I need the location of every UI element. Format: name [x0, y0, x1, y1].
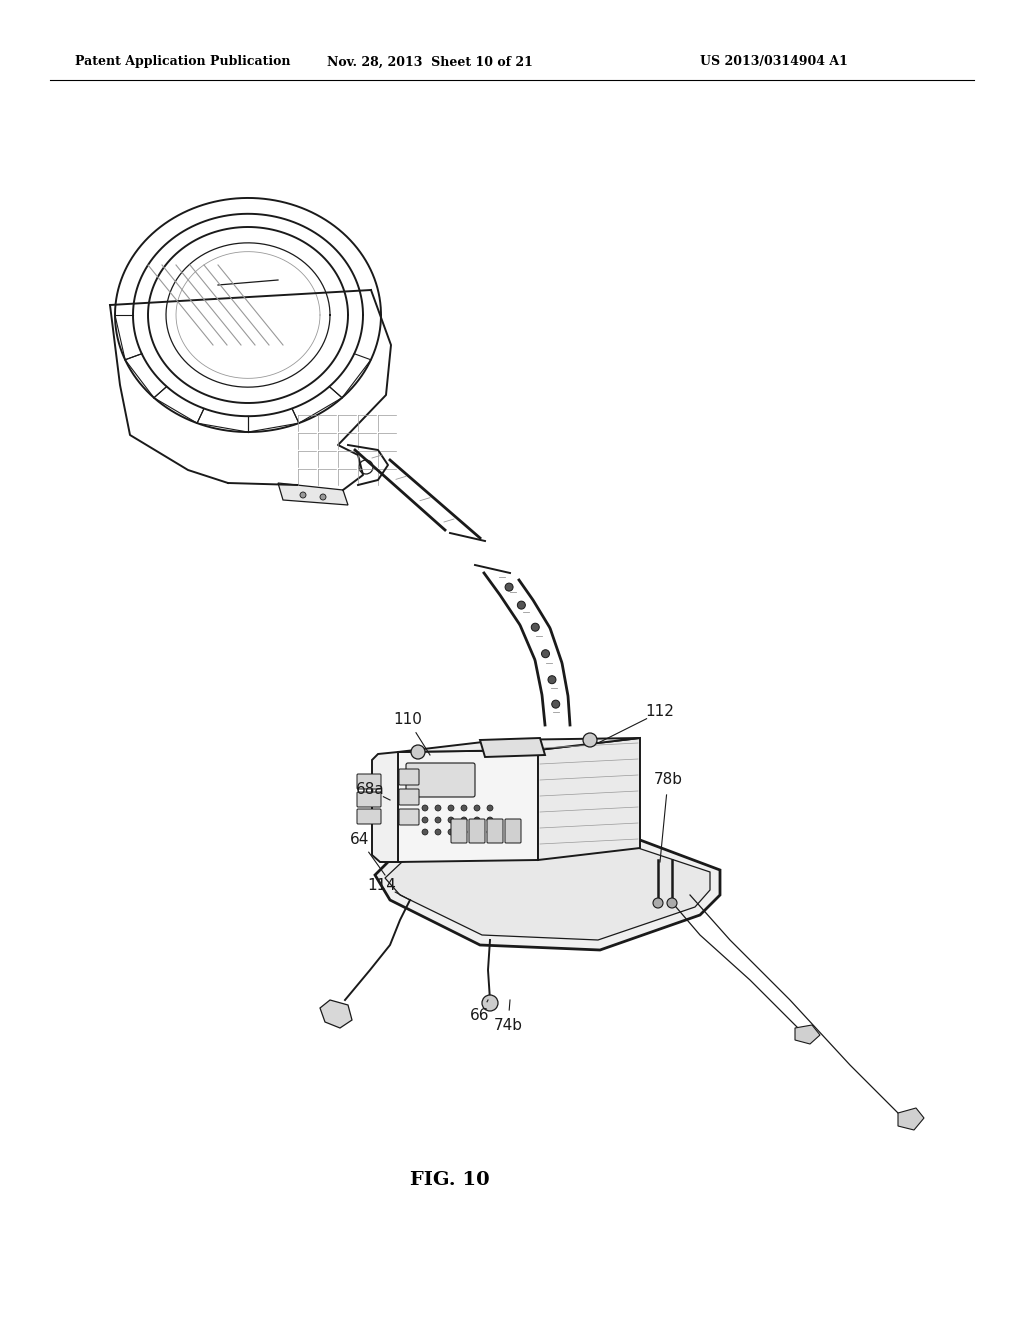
Circle shape	[461, 817, 467, 822]
Circle shape	[461, 829, 467, 836]
Text: 74b: 74b	[494, 1018, 522, 1032]
Circle shape	[548, 676, 556, 684]
Text: 68a: 68a	[355, 783, 384, 797]
Circle shape	[487, 829, 493, 836]
Circle shape	[482, 995, 498, 1011]
Circle shape	[422, 817, 428, 822]
FancyBboxPatch shape	[357, 774, 381, 789]
Circle shape	[487, 805, 493, 810]
FancyBboxPatch shape	[399, 789, 419, 805]
Polygon shape	[372, 752, 398, 862]
Circle shape	[505, 583, 513, 591]
Circle shape	[449, 805, 454, 810]
Circle shape	[449, 817, 454, 822]
Circle shape	[583, 733, 597, 747]
Circle shape	[474, 817, 480, 822]
Text: 114: 114	[368, 878, 396, 892]
Text: FIG. 10: FIG. 10	[411, 1171, 489, 1189]
Polygon shape	[898, 1107, 924, 1130]
Text: 78b: 78b	[653, 772, 683, 788]
Circle shape	[542, 649, 550, 657]
Polygon shape	[278, 483, 348, 506]
Circle shape	[667, 898, 677, 908]
Polygon shape	[795, 1026, 820, 1044]
Text: 112: 112	[645, 705, 675, 719]
Polygon shape	[375, 836, 720, 950]
Text: 66: 66	[470, 1007, 489, 1023]
Text: Nov. 28, 2013  Sheet 10 of 21: Nov. 28, 2013 Sheet 10 of 21	[327, 55, 532, 69]
Circle shape	[422, 829, 428, 836]
Polygon shape	[538, 738, 640, 861]
Polygon shape	[385, 843, 710, 940]
Circle shape	[474, 829, 480, 836]
Circle shape	[487, 817, 493, 822]
Circle shape	[531, 623, 540, 631]
Polygon shape	[398, 750, 538, 862]
Polygon shape	[480, 738, 545, 756]
Circle shape	[449, 829, 454, 836]
Polygon shape	[319, 1001, 352, 1028]
Circle shape	[359, 459, 373, 474]
FancyBboxPatch shape	[505, 818, 521, 843]
Circle shape	[653, 898, 663, 908]
Circle shape	[461, 805, 467, 810]
FancyBboxPatch shape	[406, 763, 475, 797]
Circle shape	[422, 805, 428, 810]
FancyBboxPatch shape	[469, 818, 485, 843]
Circle shape	[319, 494, 326, 500]
Circle shape	[435, 817, 441, 822]
FancyBboxPatch shape	[399, 809, 419, 825]
FancyBboxPatch shape	[451, 818, 467, 843]
Circle shape	[435, 829, 441, 836]
FancyBboxPatch shape	[357, 792, 381, 807]
Circle shape	[552, 700, 560, 708]
FancyBboxPatch shape	[399, 770, 419, 785]
Text: Patent Application Publication: Patent Application Publication	[75, 55, 291, 69]
Circle shape	[411, 744, 425, 759]
Polygon shape	[398, 738, 640, 752]
Text: US 2013/0314904 A1: US 2013/0314904 A1	[700, 55, 848, 69]
Circle shape	[517, 601, 525, 609]
Circle shape	[474, 805, 480, 810]
FancyBboxPatch shape	[487, 818, 503, 843]
Circle shape	[300, 492, 306, 498]
Circle shape	[435, 805, 441, 810]
Text: 110: 110	[393, 713, 423, 727]
FancyBboxPatch shape	[357, 809, 381, 824]
Text: 64: 64	[350, 833, 370, 847]
